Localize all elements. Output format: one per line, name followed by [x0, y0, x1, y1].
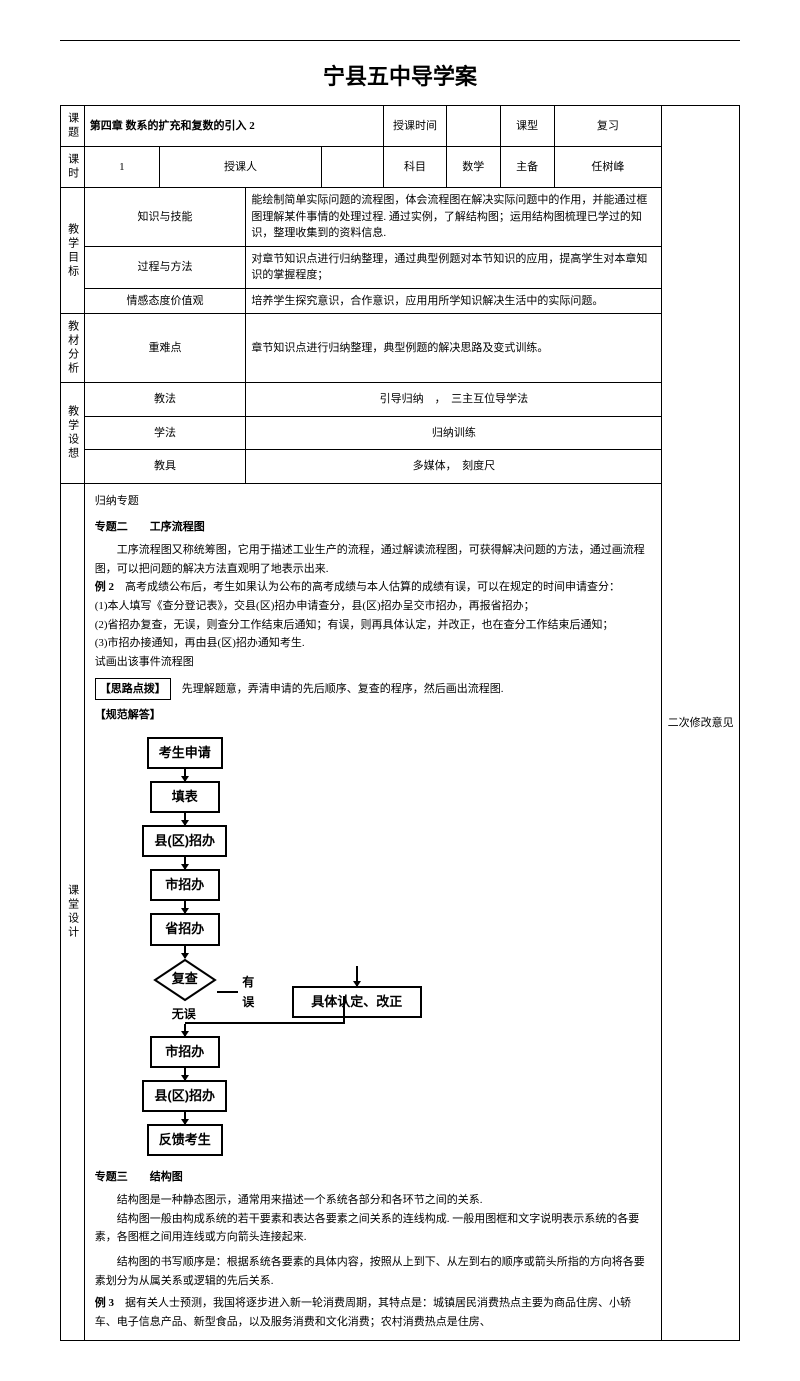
hint: 【思路点拨】 先理解题意，弄清申请的先后顺序、复查的程序，然后画出流程图.	[95, 678, 652, 701]
fc-n8: 市招办	[150, 1036, 220, 1068]
material-r1-label: 重难点	[84, 314, 246, 383]
topic3-title: 专题三 结构图	[95, 1168, 652, 1187]
fc-n9: 县(区)招办	[142, 1080, 227, 1112]
fc-n5: 省招办	[150, 913, 220, 945]
answer-label: 【规范解答】	[95, 706, 652, 725]
goals-r2-label: 过程与方法	[84, 246, 246, 288]
fc-n4: 市招办	[150, 869, 220, 901]
ex3-label: 例 3	[95, 1297, 114, 1309]
material-label: 教材分析	[61, 314, 85, 383]
hint-text: 先理解题意，弄清申请的先后顺序、复查的程序，然后画出流程图.	[182, 683, 504, 695]
ex2-l4: 试画出该事件流程图	[95, 653, 652, 672]
topic3-p1: 结构图是一种静态图示，通常用来描述一个系统各部分和各环节之间的关系.	[95, 1191, 652, 1210]
goals-r1-text: 能绘制简单实际问题的流程图，体会流程图在解决实际问题中的作用，并能通过框图理解某…	[246, 188, 662, 247]
class-content: 归纳专题 专题二 工序流程图 工序流程图又称统筹图，它用于描述工业生产的流程，通…	[84, 483, 662, 1340]
goals-r3-text: 培养学生探究意识，合作意识，应用用所学知识解决生活中的实际问题。	[246, 288, 662, 314]
goals-r3-label: 情感态度价值观	[84, 288, 246, 314]
topic2-p1: 工序流程图又称统筹图，它用于描述工业生产的流程，通过解读流程图，可获得解决问题的…	[95, 541, 652, 578]
ex2-label: 例 2	[95, 581, 114, 593]
keti-value: 第四章 数系的扩充和复数的引入 2	[84, 106, 384, 147]
class-label: 课堂设计	[61, 483, 85, 1340]
revise-label: 二次修改意见	[662, 106, 740, 1341]
ex2-text: 高考成绩公布后，考生如果认为公布的高考成绩与本人估算的成绩有误，可以在规定的时间…	[125, 581, 620, 593]
design-r1-text: 引导归纳 ， 三主互位导学法	[246, 383, 662, 417]
flowchart: 考生申请 填表 县(区)招办 市招办 省招办 复查	[125, 737, 652, 1156]
topic3-p3: 结构图的书写顺序是：根据系统各要素的具体内容，按照从上到下、从左到右的顺序或箭头…	[95, 1253, 652, 1290]
page-title: 宁县五中导学案	[60, 59, 740, 91]
design-label: 教学设想	[61, 383, 85, 484]
kemu-value: 数学	[446, 147, 500, 188]
zhubei-label: 主备	[500, 147, 554, 188]
ex3-text: 据有关人士预测，我国将逐步进入新一轮消费周期，其特点是：城镇居民消费热点主要为商…	[95, 1297, 631, 1328]
time-label: 授课时间	[384, 106, 447, 147]
design-r3-text: 多媒体， 刻度尺	[246, 450, 662, 484]
ex3: 例 3 据有关人士预测，我国将逐步进入新一轮消费周期，其特点是：城镇居民消费热点…	[95, 1294, 652, 1331]
goals-r2-text: 对章节知识点进行归纳整理，通过典型例题对本节知识的应用，提高学生对本章知识的掌握…	[246, 246, 662, 288]
kexing-label: 课型	[500, 106, 554, 147]
shoukeren-label: 授课人	[160, 147, 322, 188]
shoukeren-value	[321, 147, 384, 188]
ex2-l3: (3)市招办接通知，再由县(区)招办通知考生.	[95, 634, 652, 653]
keti-label: 课题	[61, 106, 85, 147]
design-r3-label: 教具	[84, 450, 246, 484]
keshi-value: 1	[84, 147, 159, 188]
keshi-label: 课时	[61, 147, 85, 188]
fc-n7: 具体认定、改正	[292, 986, 422, 1018]
page-top-rule	[60, 40, 740, 41]
hint-label: 【思路点拨】	[95, 678, 171, 701]
kexing-value: 复习	[554, 106, 662, 147]
design-r2-text: 归纳训练	[246, 416, 662, 450]
fc-no-label: 无误	[168, 1004, 200, 1024]
fc-n6: 复查	[172, 968, 198, 990]
ex2-l2: (2)省招办复查，无误，则查分工作结束后通知；有误，则再具体认定，并改正，也在查…	[95, 616, 652, 635]
time-value	[446, 106, 500, 147]
lesson-plan-table: 课题 第四章 数系的扩充和复数的引入 2 授课时间 课型 复习 二次修改意见 课…	[60, 105, 740, 1341]
fc-n2: 填表	[150, 781, 220, 813]
design-r2-label: 学法	[84, 416, 246, 450]
ex2-l1: (1)本人填写《查分登记表》，交县(区)招办申请查分，县(区)招办呈交市招办，再…	[95, 597, 652, 616]
fc-diamond: 复查	[153, 958, 217, 1002]
material-r1-text: 章节知识点进行归纳整理，典型例题的解决思路及变式训练。	[246, 314, 662, 383]
goals-label: 教学目标	[61, 188, 85, 314]
ex2: 例 2 高考成绩公布后，考生如果认为公布的高考成绩与本人估算的成绩有误，可以在规…	[95, 578, 652, 597]
fc-n1: 考生申请	[147, 737, 223, 769]
kemu-label: 科目	[384, 147, 447, 188]
topic3-p2: 结构图一般由构成系统的若干要素和表达各要素之间关系的连线构成. 一般用图框和文字…	[95, 1210, 652, 1247]
fc-n3: 县(区)招办	[142, 825, 227, 857]
fc-n10: 反馈考生	[147, 1124, 223, 1156]
goals-r1-label: 知识与技能	[84, 188, 246, 247]
zhubei-value: 任树峰	[554, 147, 662, 188]
intro-label: 归纳专题	[95, 492, 652, 511]
design-r1-label: 教法	[84, 383, 246, 417]
topic2-title: 专题二 工序流程图	[95, 518, 652, 537]
